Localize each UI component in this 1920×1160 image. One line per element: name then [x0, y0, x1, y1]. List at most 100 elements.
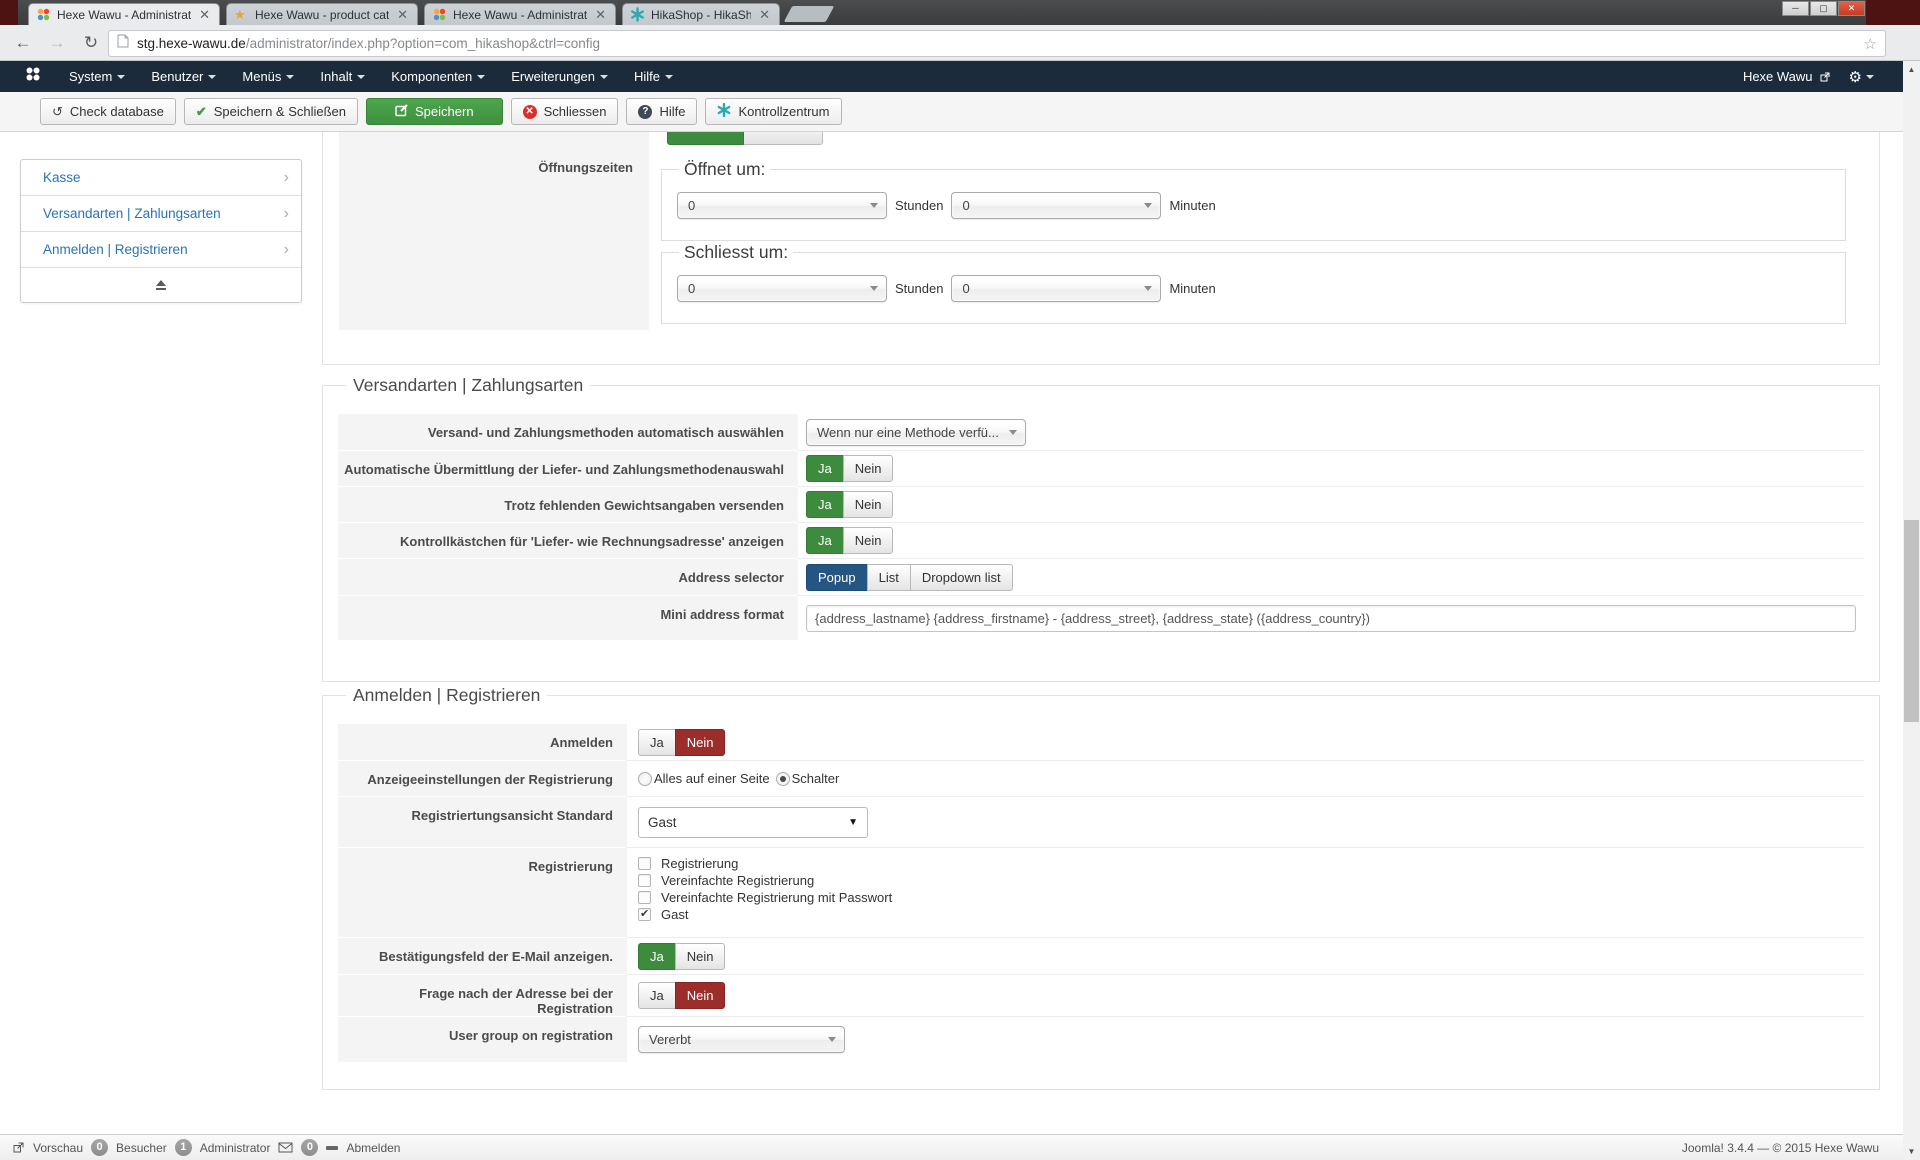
menu-inhalt[interactable]: Inhalt	[307, 61, 378, 92]
field-label: Address selector	[338, 559, 798, 596]
back-button[interactable]: ←	[14, 33, 32, 52]
chevron-down-icon	[1144, 286, 1153, 291]
save-button[interactable]: Speichern	[366, 98, 503, 125]
auto-select-dropdown[interactable]: Wenn nur eine Methode verfü...	[806, 418, 1026, 446]
opens-hours-select[interactable]: 0	[677, 192, 887, 219]
tab-4-hikashop[interactable]: HikaShop - HikaShop - Re ✕	[622, 3, 780, 25]
joomla-version: Joomla! 3.4.4 — © 2015 Hexe Wawu	[1681, 1140, 1879, 1155]
checkbox-gast[interactable]	[638, 907, 651, 921]
field-label: User group on registration	[338, 1017, 627, 1062]
yes-button[interactable]: Ja	[806, 491, 844, 518]
opens-minutes-select[interactable]: 0	[951, 192, 1162, 219]
menu-benutzer[interactable]: Benutzer	[138, 61, 229, 92]
maximize-button[interactable]: ▢	[1810, 1, 1837, 16]
sidebar-item-versandarten[interactable]: Versandarten | Zahlungsarten ›	[21, 196, 301, 232]
site-preview-link[interactable]: Hexe Wawu	[1743, 69, 1831, 84]
list-option[interactable]: List	[866, 563, 911, 591]
minimize-button[interactable]: ─	[1782, 1, 1809, 16]
address-bar[interactable]: stg.hexe-wawu.de/administrator/index.php…	[108, 30, 1886, 57]
mini-address-format-input[interactable]	[806, 604, 1856, 632]
tab-1-admin[interactable]: Hexe Wawu - Administrat ✕	[28, 3, 220, 25]
menu-erweiterungen[interactable]: Erweiterungen	[498, 61, 621, 92]
row-registrierung: Registrierung Registrierung Vereinfachte…	[338, 848, 1864, 938]
yes-button[interactable]: Ja	[806, 527, 844, 554]
no-button[interactable]: Nein	[842, 527, 894, 554]
reload-button[interactable]: ↻	[83, 33, 99, 52]
admin-settings-menu[interactable]: ⚙	[1849, 68, 1874, 86]
new-tab-button[interactable]	[783, 6, 835, 22]
forward-button[interactable]: →	[48, 33, 66, 52]
collapse-up-icon	[156, 280, 166, 290]
minutes-unit-label: Minuten	[1169, 281, 1216, 296]
sidebar-link[interactable]: Anmelden | Registrieren	[43, 242, 188, 257]
sidebar-collapse-button[interactable]	[21, 268, 301, 302]
row-address-selector: Address selector Popup List Dropdown lis…	[338, 559, 1864, 596]
vertical-scrollbar[interactable]: ▲ ▼	[1903, 61, 1920, 1160]
sidebar-item-anmelden[interactable]: Anmelden | Registrieren ›	[21, 232, 301, 268]
no-button[interactable]: Nein	[842, 491, 894, 518]
chevron-down-icon	[357, 74, 366, 79]
preview-link[interactable]: Vorschau	[33, 1140, 84, 1155]
check-database-button[interactable]: ↺ Check database	[40, 98, 176, 125]
logout-link[interactable]: Abmelden	[346, 1140, 401, 1155]
gear-icon: ⚙	[1848, 68, 1862, 86]
tab-close-icon[interactable]: ✕	[199, 6, 210, 22]
radio-schalter[interactable]	[775, 771, 790, 786]
yes-button[interactable]: Ja	[638, 728, 676, 756]
titlebar: Hexe Wawu - Administrat ✕ ★ Hexe Wawu - …	[0, 0, 1920, 25]
yes-button[interactable]: Ja	[638, 982, 676, 1009]
no-button[interactable]: Nein	[674, 728, 726, 756]
scroll-down-arrow[interactable]: ▼	[1903, 1143, 1920, 1160]
no-button[interactable]: Nein	[842, 455, 894, 482]
refresh-icon: ↺	[52, 103, 63, 119]
user-group-dropdown[interactable]: Vererbt	[638, 1026, 845, 1053]
sidebar-link[interactable]: Kasse	[43, 170, 81, 185]
closes-hours-select[interactable]: 0	[677, 275, 887, 302]
clipped-toggle[interactable]	[667, 132, 823, 145]
radio-all-on-one-page[interactable]	[638, 771, 652, 786]
address-on-reg-toggle: Ja Nein	[638, 982, 726, 1009]
help-button[interactable]: ? Hilfe	[626, 98, 698, 125]
scroll-up-arrow[interactable]: ▲	[1903, 61, 1920, 78]
sidebar-link[interactable]: Versandarten | Zahlungsarten	[43, 206, 221, 221]
checkbox-registrierung[interactable]	[638, 857, 651, 870]
chevron-down-icon: ▼	[848, 816, 858, 828]
tab-close-icon[interactable]: ✕	[759, 6, 770, 22]
no-button[interactable]: Nein	[674, 982, 726, 1009]
yes-button[interactable]: Ja	[638, 942, 676, 970]
chevron-down-icon	[665, 74, 674, 79]
tab-close-icon[interactable]: ✕	[595, 6, 606, 22]
page-content: Kasse › Versandarten | Zahlungsarten › A…	[0, 132, 1903, 1134]
checkbox-vereinfachte-mit-passwort[interactable]	[638, 891, 651, 904]
close-button[interactable]: ✕	[1838, 1, 1865, 16]
menu-hilfe[interactable]: Hilfe	[621, 61, 686, 92]
dropdown-list-option[interactable]: Dropdown list	[909, 563, 1013, 591]
menu-menues[interactable]: Menüs	[229, 61, 307, 92]
no-button[interactable]: Nein	[674, 942, 726, 970]
scrollbar-thumb[interactable]	[1904, 520, 1919, 722]
field-label: Kontrollkästchen für 'Liefer- wie Rechnu…	[338, 523, 798, 559]
checkbox-vereinfachte-registrierung[interactable]	[638, 874, 651, 887]
tab-3-admin[interactable]: Hexe Wawu - Administrat ✕	[424, 3, 616, 25]
tab-2-product[interactable]: ★ Hexe Wawu - product cat ✕	[226, 3, 418, 25]
bookmark-star-icon[interactable]: ☆	[1863, 35, 1877, 53]
save-close-button[interactable]: ✔ Speichern & Schließen	[183, 98, 359, 125]
control-panel-button[interactable]: Kontrollzentrum	[705, 98, 842, 125]
menu-komponenten[interactable]: Komponenten	[378, 61, 498, 92]
menu-system[interactable]: System	[56, 61, 138, 92]
chevron-down-icon	[600, 74, 609, 79]
row-auto-select: Versand- und Zahlungsmethoden automatisc…	[338, 414, 1864, 451]
row-no-weight: Trotz fehlenden Gewichtsangaben versende…	[338, 487, 1864, 523]
yes-button[interactable]: Ja	[806, 455, 844, 482]
close-config-button[interactable]: ✕ Schliessen	[510, 98, 619, 125]
default-view-select[interactable]: Gast ▼	[638, 806, 868, 838]
section-kasse: Öffnungszeiten Öffnet um: 0 Stunden 0 Mi…	[322, 132, 1880, 365]
popup-option[interactable]: Popup	[806, 563, 868, 591]
sidebar-item-kasse[interactable]: Kasse ›	[21, 160, 301, 196]
tab-close-icon[interactable]: ✕	[397, 6, 408, 22]
config-sidebar: Kasse › Versandarten | Zahlungsarten › A…	[20, 159, 302, 303]
field-label: Registrierung	[338, 848, 627, 938]
field-label: Anmelden	[338, 724, 627, 761]
closes-minutes-select[interactable]: 0	[951, 275, 1162, 302]
browser-toolbar: ← → ↻ stg.hexe-wawu.de/administrator/ind…	[0, 25, 1920, 61]
